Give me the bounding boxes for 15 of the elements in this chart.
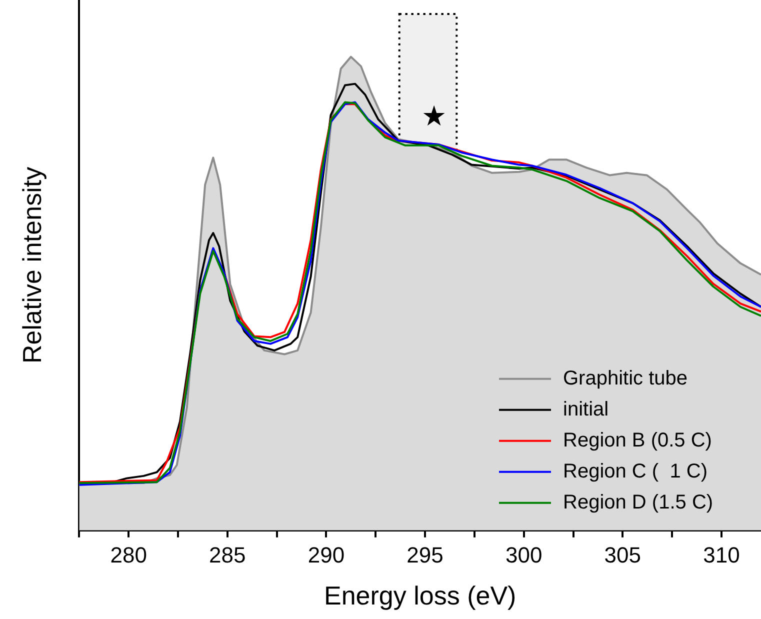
- x-tick-label: 285: [209, 542, 246, 568]
- legend-label: Region B (0.5 C): [563, 429, 712, 452]
- legend-label: Graphitic tube: [563, 367, 688, 390]
- x-tick-label: 295: [406, 542, 444, 568]
- x-tick-label: 310: [703, 542, 740, 568]
- x-tick-label: 305: [604, 542, 642, 568]
- x-tick-label: 280: [110, 542, 147, 568]
- legend-label: initial: [563, 398, 609, 420]
- legend-label: Region D (1.5 C): [563, 491, 714, 514]
- legend-label: Region C ( 1 C): [563, 460, 708, 482]
- x-axis-title: Energy loss (eV): [324, 580, 516, 611]
- y-axis-title: Relative intensity: [16, 166, 47, 364]
- x-tick-label: 300: [505, 542, 542, 568]
- x-tick-label: 290: [308, 542, 345, 568]
- annotation: ★: [421, 99, 447, 132]
